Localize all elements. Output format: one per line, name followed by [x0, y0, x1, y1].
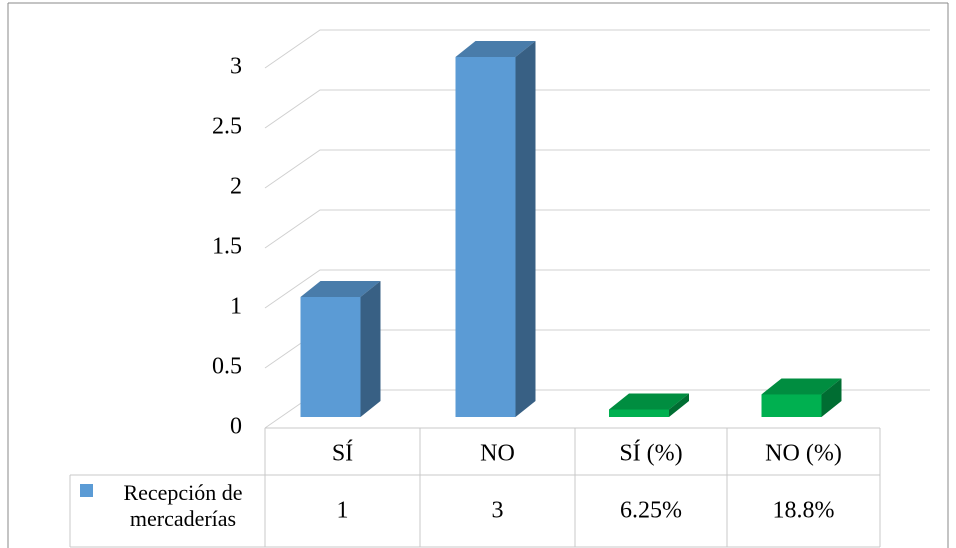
table-value: 6.25%: [620, 498, 682, 524]
y-tick-label: 2: [230, 174, 242, 200]
y-tick-label: 1.5: [212, 234, 242, 260]
y-tick-label: 3: [230, 54, 242, 80]
grid-line: [264, 269, 930, 309]
x-tick-label: SÍ: [332, 441, 353, 467]
legend-swatch: [80, 484, 93, 497]
x-tick-label: NO: [480, 441, 515, 467]
grid-line: [264, 149, 930, 189]
x-tick-label: NO (%): [765, 441, 842, 467]
y-tick-label: 2.5: [212, 114, 242, 140]
bar-side: [515, 41, 536, 417]
bar-side: [360, 281, 381, 417]
bar-top: [300, 281, 381, 297]
grid-line: [264, 209, 930, 249]
table-value: 18.8%: [773, 498, 835, 524]
table-value: 1: [337, 498, 349, 524]
bar-side: [821, 378, 842, 417]
bar-top: [455, 41, 536, 57]
bar-top: [609, 393, 689, 410]
bar-side: [669, 393, 689, 417]
y-tick-label: 1: [230, 294, 242, 320]
grid-line: [264, 89, 930, 129]
bar: [761, 394, 822, 417]
legend-label: Recepción de mercaderías: [123, 480, 243, 531]
bar: [609, 409, 669, 417]
y-tick-label: 0: [230, 414, 242, 440]
bar: [300, 297, 361, 417]
y-tick-label: 0.5: [212, 354, 242, 380]
bar-top: [761, 378, 842, 395]
table-value: 3: [492, 498, 504, 524]
grid-line: [264, 29, 930, 69]
bar: [455, 57, 516, 417]
x-tick-label: SÍ (%): [619, 441, 682, 467]
